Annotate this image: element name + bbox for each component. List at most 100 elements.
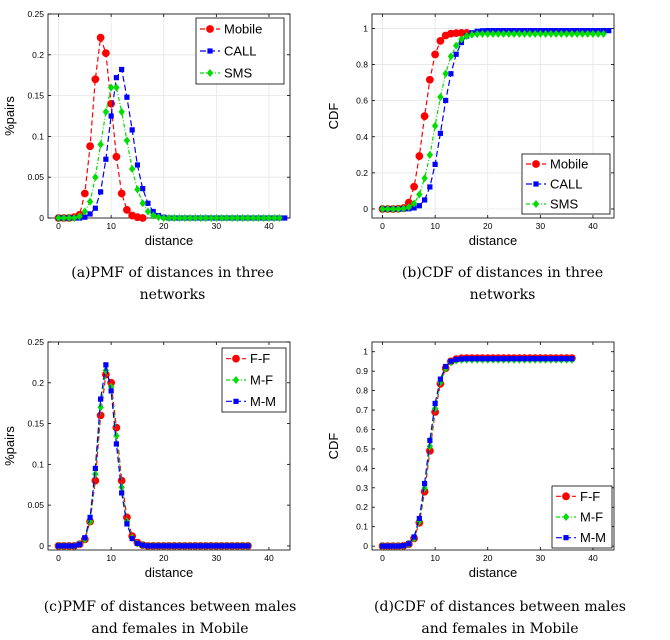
data-point bbox=[410, 199, 418, 208]
data-point bbox=[553, 356, 559, 362]
data-point bbox=[573, 29, 581, 38]
data-point bbox=[144, 207, 152, 216]
x-tick-label: 30 bbox=[536, 553, 546, 563]
legend-marker bbox=[562, 513, 570, 521]
data-point bbox=[420, 112, 429, 121]
data-point bbox=[91, 75, 100, 84]
data-point bbox=[165, 214, 173, 222]
data-point bbox=[255, 214, 262, 222]
data-point bbox=[80, 189, 89, 198]
data-point bbox=[223, 214, 231, 222]
y-axis-label: CDF bbox=[326, 103, 341, 130]
data-point bbox=[229, 543, 235, 549]
data-point bbox=[527, 356, 533, 362]
legend-marker bbox=[562, 492, 570, 501]
legend-marker bbox=[532, 160, 540, 168]
data-point bbox=[113, 441, 119, 447]
data-point bbox=[140, 186, 146, 192]
data-point bbox=[240, 543, 246, 549]
data-point bbox=[150, 543, 156, 549]
y-tick-label: 0 bbox=[39, 213, 44, 223]
data-point bbox=[437, 376, 443, 382]
data-point bbox=[558, 356, 564, 362]
data-point bbox=[411, 205, 417, 211]
data-point bbox=[474, 356, 480, 362]
data-point bbox=[431, 50, 440, 59]
y-axis-label: %pairs bbox=[2, 426, 17, 466]
x-tick-label: 20 bbox=[483, 221, 493, 231]
data-point bbox=[469, 356, 475, 362]
y-tick-label: 0.1 bbox=[32, 131, 44, 141]
data-point bbox=[282, 215, 288, 221]
data-point bbox=[422, 197, 428, 203]
data-point bbox=[202, 214, 210, 222]
y-tick-label: 0.2 bbox=[32, 50, 44, 60]
data-point bbox=[442, 69, 449, 78]
data-point bbox=[96, 33, 105, 42]
data-point bbox=[134, 540, 141, 547]
data-point bbox=[224, 543, 230, 549]
y-tick-label: 0.5 bbox=[356, 444, 368, 454]
data-point bbox=[453, 356, 459, 363]
chart-3: 0 10 20 30 40 0 0.1 0.2 0.3 0.4 0.5 0.6 0.7 0.8 0.9 1 di… bbox=[326, 341, 615, 580]
data-point bbox=[87, 211, 93, 217]
data-point bbox=[203, 543, 209, 549]
legend-label: SMS bbox=[224, 66, 253, 81]
data-point bbox=[145, 200, 151, 206]
caption-b-line2: networks bbox=[469, 287, 536, 303]
data-point bbox=[107, 83, 115, 92]
y-tick-label: 0.6 bbox=[356, 96, 368, 106]
caption-d: (d)CDF of distances between males and fe… bbox=[330, 596, 670, 640]
data-point bbox=[113, 431, 120, 440]
data-point bbox=[564, 356, 570, 362]
x-tick-label: 10 bbox=[430, 221, 440, 231]
data-point bbox=[427, 184, 433, 190]
caption-a: (a)PMF of distances in three networks bbox=[10, 262, 335, 306]
data-point bbox=[606, 28, 612, 34]
data-point bbox=[443, 363, 449, 370]
legend-label: M-F bbox=[250, 373, 273, 388]
data-point bbox=[453, 51, 459, 57]
y-tick-label: 0.05 bbox=[27, 500, 44, 510]
series-line bbox=[58, 364, 248, 547]
data-point bbox=[521, 29, 528, 38]
data-point bbox=[416, 190, 423, 199]
chart-1: 0 10 20 30 40 0 0.2 0.4 0.6 0.8 1 distance CDF Mobile… bbox=[326, 13, 615, 248]
data-point bbox=[166, 543, 172, 549]
data-point bbox=[102, 107, 110, 116]
caption-b-line1: (b)CDF of distances in three bbox=[401, 265, 604, 281]
data-point bbox=[234, 543, 240, 549]
data-point bbox=[411, 534, 417, 540]
x-tick-label: 10 bbox=[430, 553, 440, 563]
data-point bbox=[479, 29, 486, 38]
data-point bbox=[547, 29, 555, 38]
caption-b: (b)CDF of distances in three networks bbox=[340, 262, 665, 306]
legend-marker bbox=[232, 354, 240, 363]
legend-label: Mobile bbox=[550, 157, 588, 172]
data-point bbox=[579, 29, 586, 38]
data-point bbox=[521, 356, 528, 362]
data-point bbox=[86, 142, 94, 151]
data-point bbox=[437, 93, 444, 102]
data-point bbox=[81, 207, 89, 216]
data-point bbox=[161, 543, 167, 549]
y-tick-label: 0.05 bbox=[27, 172, 44, 182]
data-point bbox=[92, 465, 98, 472]
data-point bbox=[500, 356, 507, 362]
data-point bbox=[448, 71, 454, 77]
data-point bbox=[516, 29, 523, 38]
series-line bbox=[382, 357, 572, 547]
data-point bbox=[490, 356, 496, 362]
legend-marker bbox=[232, 376, 240, 384]
x-axis-label: distance bbox=[145, 565, 193, 580]
data-point bbox=[389, 204, 397, 213]
data-point bbox=[432, 400, 438, 407]
x-tick-label: 20 bbox=[483, 553, 493, 563]
data-point bbox=[510, 29, 518, 38]
data-point bbox=[123, 136, 131, 145]
series-line bbox=[58, 86, 280, 219]
x-tick-label: 10 bbox=[106, 221, 116, 231]
data-point bbox=[400, 204, 407, 213]
data-point bbox=[192, 214, 199, 222]
series-M-M bbox=[55, 362, 251, 549]
